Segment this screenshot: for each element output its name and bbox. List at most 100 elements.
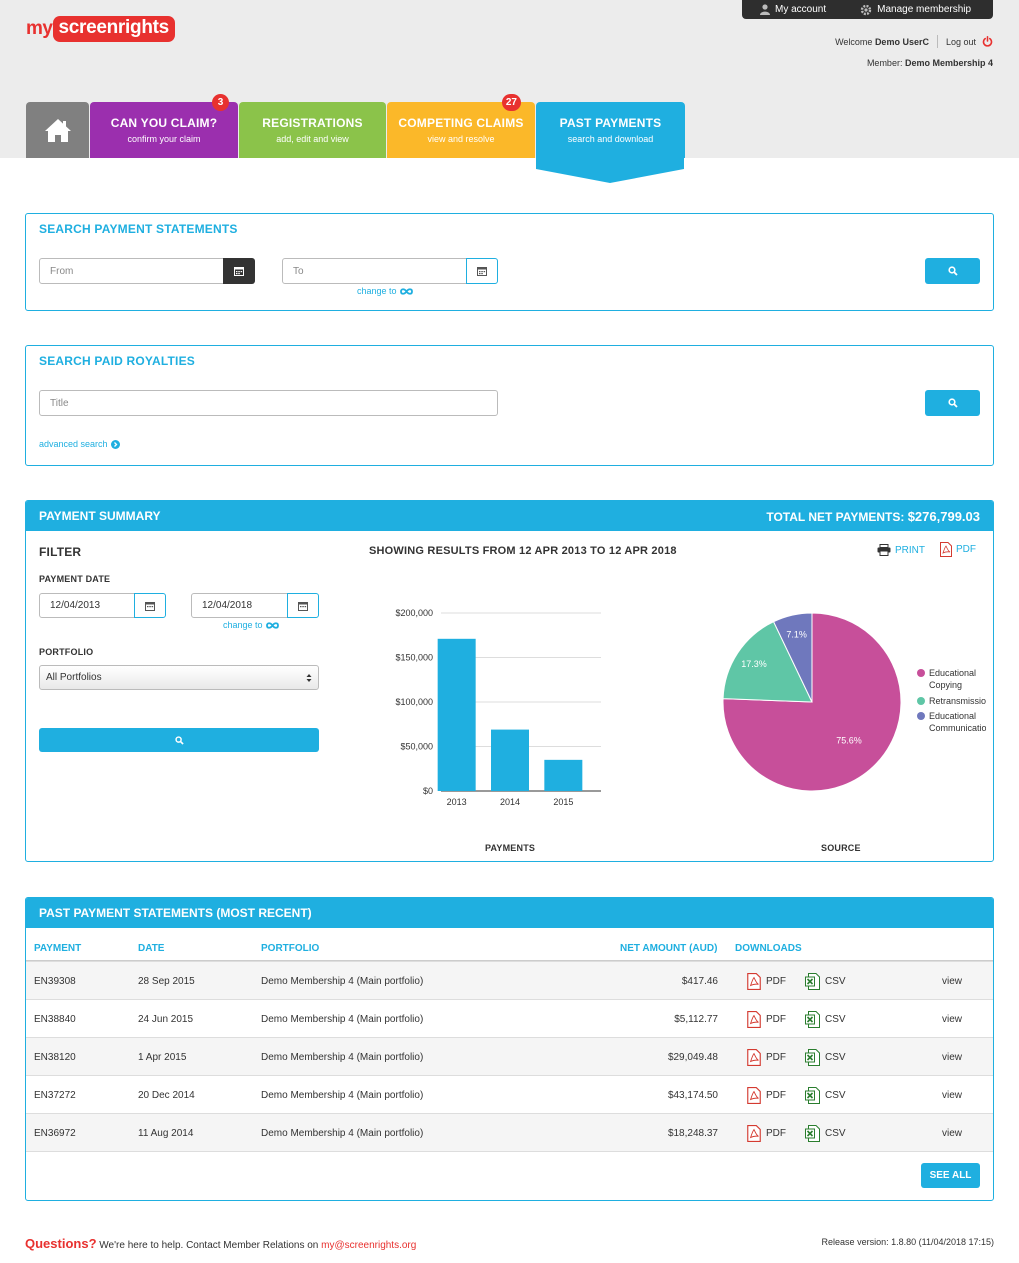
tab-can-you-claim[interactable]: 3 CAN YOU CLAIM? confirm your claim xyxy=(90,94,238,158)
filter-from-calendar-button[interactable] xyxy=(134,593,166,618)
pdf-download-link[interactable]: PDF xyxy=(747,1000,786,1038)
excel-icon xyxy=(805,1010,820,1028)
pdf-label: PDF xyxy=(766,1051,786,1063)
payment-id-link[interactable]: EN39308 xyxy=(34,975,76,987)
payment-portfolio: Demo Membership 4 (Main portfolio) xyxy=(261,1089,424,1101)
portfolio-select[interactable]: All Portfolios xyxy=(39,665,319,690)
view-link[interactable]: view xyxy=(942,1013,963,1025)
search-royalties-button[interactable] xyxy=(925,390,980,416)
bar-2013[interactable] xyxy=(437,638,476,791)
filter-search-button[interactable] xyxy=(39,728,319,752)
filter-to-calendar-button[interactable] xyxy=(287,593,319,618)
column-net-amount[interactable]: NET AMOUNT (AUD) xyxy=(620,943,718,954)
payment-date-label: PAYMENT DATE xyxy=(39,574,111,584)
pie-slice-2[interactable] xyxy=(772,612,813,703)
table-row: EN38120 1 Apr 2015 Demo Membership 4 (Main… xyxy=(26,1037,993,1075)
member-prefix: Member: xyxy=(866,58,903,68)
bar-2014[interactable] xyxy=(491,729,529,791)
filter-to-date-input[interactable]: 12/04/2018 xyxy=(191,593,290,618)
csv-download-link[interactable]: CSV xyxy=(805,1114,846,1152)
pdf-download-link[interactable]: PDF xyxy=(747,1076,786,1114)
divider xyxy=(936,35,938,48)
summary-pdf-link[interactable]: PDF xyxy=(940,542,976,557)
home-icon xyxy=(44,119,71,142)
to-date-input[interactable]: To xyxy=(282,258,468,284)
logout-label[interactable]: Log out xyxy=(945,36,976,47)
column-date[interactable]: DATE xyxy=(138,943,165,954)
print-link[interactable]: PRINT xyxy=(877,544,925,556)
pdf-download-link[interactable]: PDF xyxy=(747,1114,786,1152)
pie-slice-1[interactable] xyxy=(722,621,813,703)
my-account-label: My account xyxy=(775,4,827,15)
csv-download-link[interactable]: CSV xyxy=(805,1076,846,1114)
membership-name: Demo Membership 4 xyxy=(904,58,993,68)
change-to-link[interactable]: change to xyxy=(357,286,413,296)
csv-download-link[interactable]: CSV xyxy=(805,962,846,1000)
y-tick-label: $200,000 xyxy=(395,608,433,618)
infinity-icon xyxy=(399,287,413,295)
pie-value-label: 7.1% xyxy=(786,629,807,639)
pdf-download-link[interactable]: PDF xyxy=(747,962,786,1000)
past-statements-header: PAST PAYMENT STATEMENTS (MOST RECENT) xyxy=(26,898,993,928)
welcome-bar: Welcome Demo UserC Log out xyxy=(835,35,993,48)
tab-competing-claims[interactable]: 27 COMPETING CLAIMS view and resolve xyxy=(387,94,535,158)
source-pie-chart: 75.6% 17.3% 7.1% Educational Copying Retransm… xyxy=(722,612,986,792)
x-tick-label: 2013 xyxy=(447,797,467,807)
view-link[interactable]: view xyxy=(942,1089,963,1101)
panel-title: PAYMENT SUMMARY xyxy=(39,509,161,523)
bar-2015[interactable] xyxy=(544,759,583,791)
tab-title: PAST PAYMENTS xyxy=(559,116,662,130)
competing-count-badge: 27 xyxy=(501,94,521,111)
title-search-input[interactable]: Title xyxy=(39,390,498,416)
tab-past-payments[interactable]: PAST PAYMENTS search and download xyxy=(536,102,685,158)
tab-title: REGISTRATIONS xyxy=(262,116,363,130)
pdf-label: PDF xyxy=(766,1013,786,1025)
payment-summary-header: PAYMENT SUMMARY TOTAL NET PAYMENTS: $276… xyxy=(26,501,993,531)
manage-membership-label: Manage membership xyxy=(877,4,972,15)
view-link[interactable]: view xyxy=(942,975,963,987)
from-calendar-button[interactable] xyxy=(223,258,255,284)
payment-date: 28 Sep 2015 xyxy=(138,975,195,987)
from-date-input[interactable]: From xyxy=(39,258,225,284)
pdf-icon xyxy=(747,1124,761,1142)
advanced-search-link[interactable]: advanced search xyxy=(39,439,120,449)
csv-label: CSV xyxy=(825,1051,846,1063)
column-portfolio[interactable]: PORTFOLIO xyxy=(261,943,320,954)
column-downloads: DOWNLOADS xyxy=(735,943,802,954)
payment-portfolio: Demo Membership 4 (Main portfolio) xyxy=(261,1127,424,1139)
tab-home[interactable] xyxy=(26,102,89,158)
pdf-label: PDF xyxy=(766,1127,786,1139)
payment-date: 20 Dec 2014 xyxy=(138,1089,195,1101)
help-text: We're here to help. Contact Member Relat… xyxy=(99,1240,319,1251)
change-to-link[interactable]: change to xyxy=(223,620,279,630)
payment-id-link[interactable]: EN38120 xyxy=(34,1051,76,1063)
x-tick-label: 2014 xyxy=(500,797,520,807)
pdf-download-link[interactable]: PDF xyxy=(747,1038,786,1076)
payment-portfolio: Demo Membership 4 (Main portfolio) xyxy=(261,1051,424,1063)
logo[interactable]: my screenrights xyxy=(26,16,175,42)
select-arrows-icon xyxy=(306,673,312,682)
payment-id-link[interactable]: EN36972 xyxy=(34,1127,76,1139)
my-account-link[interactable]: My account xyxy=(760,4,826,15)
payment-id-link[interactable]: EN38840 xyxy=(34,1013,76,1025)
payment-id-link[interactable]: EN37272 xyxy=(34,1089,76,1101)
see-all-button[interactable]: SEE ALL xyxy=(921,1163,980,1188)
email-link[interactable]: my@screenrights.org xyxy=(321,1240,417,1251)
claim-count-badge: 3 xyxy=(212,94,229,111)
csv-download-link[interactable]: CSV xyxy=(805,1038,846,1076)
csv-download-link[interactable]: CSV xyxy=(805,1000,846,1038)
pdf-label: PDF xyxy=(766,975,786,987)
view-link[interactable]: view xyxy=(942,1051,963,1063)
gear-icon xyxy=(860,4,872,15)
search-statements-button[interactable] xyxy=(925,258,980,284)
tab-registrations[interactable]: REGISTRATIONS add, edit and view xyxy=(239,102,386,158)
y-tick-label: $100,000 xyxy=(395,697,433,707)
power-icon[interactable] xyxy=(982,36,993,47)
filter-from-date-input[interactable]: 12/04/2013 xyxy=(39,593,137,618)
view-link[interactable]: view xyxy=(942,1127,963,1139)
payments-caption: PAYMENTS xyxy=(485,843,536,853)
column-payment[interactable]: PAYMENT xyxy=(34,943,82,954)
to-calendar-button[interactable] xyxy=(466,258,498,284)
legend-label: Educational Communication xyxy=(929,711,986,733)
manage-membership-link[interactable]: Manage membership xyxy=(860,4,971,16)
